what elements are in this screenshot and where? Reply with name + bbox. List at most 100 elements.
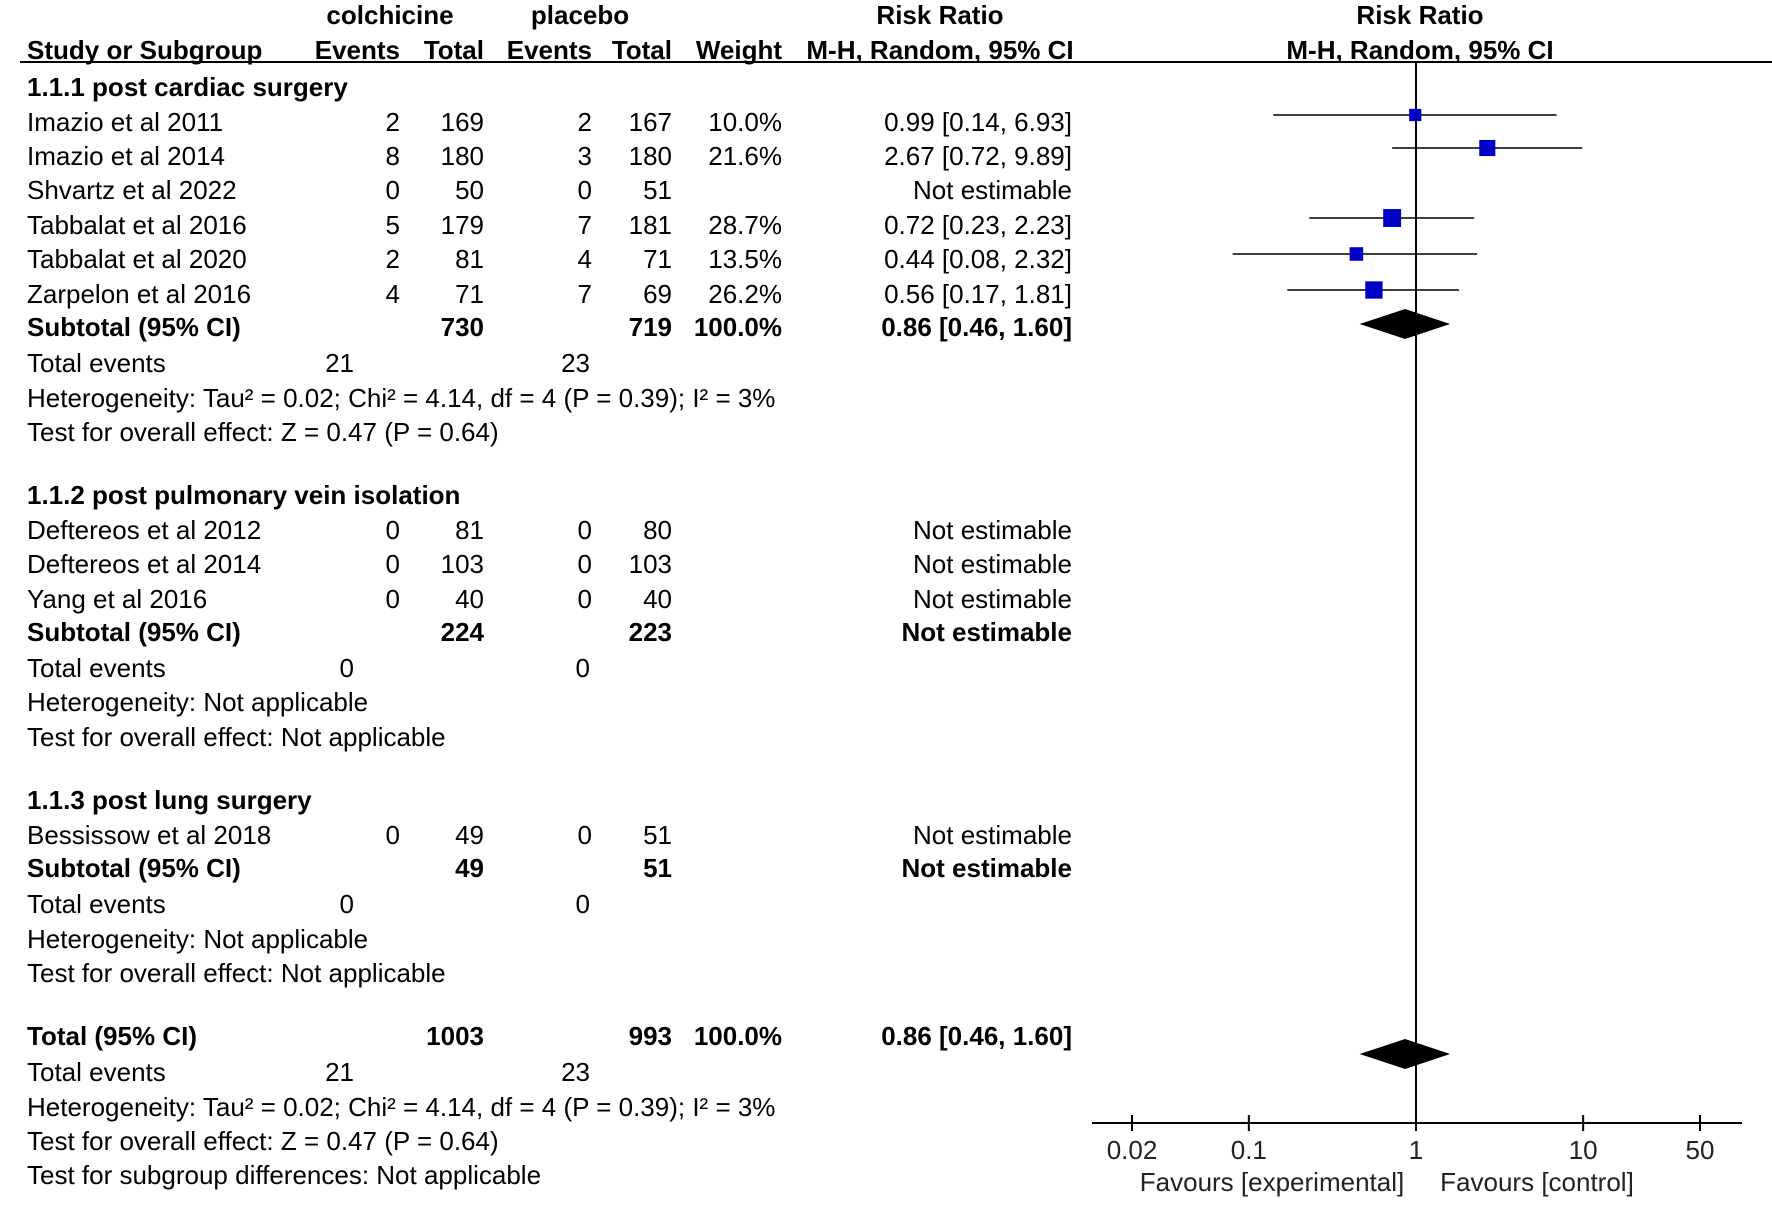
events-control-cell: 0 — [577, 584, 592, 614]
events-control-cell: 7 — [577, 279, 592, 309]
statistics-note: Heterogeneity: Tau² = 0.02; Chi² = 4.14,… — [27, 383, 776, 413]
total-control-cell: 80 — [643, 515, 672, 545]
total-control-cell: 181 — [628, 210, 672, 240]
total-control-cell: 719 — [628, 312, 672, 342]
total-control-cell: 40 — [643, 584, 672, 614]
favours-experimental-label: Favours [experimental] — [1139, 1167, 1405, 1197]
header-risk-ratio: Risk Ratio — [876, 0, 1004, 30]
subgroup-title: 1.1.1 post cardiac surgery — [27, 72, 348, 102]
subgroup-title: 1.1.2 post pulmonary vein isolation — [27, 480, 461, 510]
total-control-cell: 993 — [628, 1021, 672, 1051]
x-tick-label: 0.1 — [1230, 1135, 1267, 1165]
risk-ratio-ci-cell: 0.56 [0.17, 1.81] — [884, 279, 1072, 309]
total-experimental-cell: 169 — [440, 107, 484, 137]
total-experimental-cell: 71 — [455, 279, 484, 309]
header-events-experimental: Events — [314, 35, 400, 65]
header-plot-title: Risk Ratio — [1356, 0, 1484, 30]
total-control-cell: 51 — [643, 820, 672, 850]
effect-square — [1383, 209, 1402, 227]
total-experimental-cell: 224 — [440, 617, 484, 647]
total-events-control: 0 — [575, 653, 590, 683]
effect-square — [1409, 108, 1422, 122]
total-experimental-cell: 49 — [455, 820, 484, 850]
risk-ratio-ci-cell: Not estimable — [901, 853, 1073, 883]
events-experimental-cell: 2 — [385, 107, 400, 137]
study-name: Tabbalat et al 2016 — [27, 210, 247, 240]
events-control-cell: 3 — [577, 141, 592, 171]
events-experimental-cell: 4 — [385, 279, 400, 309]
total-events-control: 0 — [575, 889, 590, 919]
events-control-cell: 4 — [577, 244, 592, 274]
events-control-cell: 0 — [577, 175, 592, 205]
events-experimental-cell: 8 — [385, 141, 400, 171]
weight-cell: 21.6% — [708, 141, 782, 171]
risk-ratio-ci-cell: Not estimable — [913, 820, 1072, 850]
events-experimental-cell: 5 — [385, 210, 400, 240]
weight-cell: 28.7% — [708, 210, 782, 240]
events-control-cell: 0 — [577, 820, 592, 850]
total-control-cell: 69 — [643, 279, 672, 309]
events-experimental-cell: 2 — [385, 244, 400, 274]
statistics-note: Heterogeneity: Tau² = 0.02; Chi² = 4.14,… — [27, 1092, 776, 1122]
total-experimental-cell: 730 — [440, 312, 484, 342]
header-weight: Weight — [695, 35, 782, 65]
x-tick-label: 0.02 — [1106, 1135, 1158, 1165]
total-experimental-cell: 81 — [455, 244, 484, 274]
statistics-note: Test for overall effect: Z = 0.47 (P = 0… — [27, 1126, 499, 1156]
x-tick-label: 10 — [1568, 1135, 1598, 1165]
events-control-cell: 0 — [577, 515, 592, 545]
total-events-experimental: 21 — [325, 1057, 354, 1087]
favours-control-label: Favours [control] — [1440, 1167, 1634, 1197]
header-events-control: Events — [506, 35, 592, 65]
study-name: Yang et al 2016 — [27, 584, 208, 614]
total-events-experimental: 0 — [339, 889, 354, 919]
events-experimental-cell: 0 — [385, 584, 400, 614]
total-experimental-cell: 49 — [455, 853, 484, 883]
events-control-cell: 7 — [577, 210, 592, 240]
total-control-cell: 180 — [628, 141, 672, 171]
events-experimental-cell: 0 — [385, 515, 400, 545]
header-method: M-H, Random, 95% CI — [806, 35, 1074, 65]
statistics-note: Heterogeneity: Not applicable — [27, 924, 369, 954]
total-events-label: Total events — [27, 653, 166, 683]
weight-cell: 100.0% — [693, 1021, 782, 1051]
risk-ratio-ci-cell: Not estimable — [913, 515, 1072, 545]
statistics-note: Test for subgroup differences: Not appli… — [27, 1160, 542, 1190]
events-control-cell: 0 — [577, 549, 592, 579]
study-name: Imazio et al 2011 — [27, 107, 224, 137]
effect-square — [1365, 281, 1383, 299]
risk-ratio-ci-cell: 2.67 [0.72, 9.89] — [884, 141, 1072, 171]
statistics-note: Test for overall effect: Not applicable — [27, 722, 446, 752]
risk-ratio-ci-cell: 0.72 [0.23, 2.23] — [884, 210, 1072, 240]
total-events-control: 23 — [561, 1057, 590, 1087]
study-name: Deftereos et al 2014 — [27, 549, 262, 579]
weight-cell: 13.5% — [708, 244, 782, 274]
header-plot-method: M-H, Random, 95% CI — [1286, 35, 1554, 65]
statistics-note: Test for overall effect: Not applicable — [27, 958, 446, 988]
total-events-experimental: 0 — [339, 653, 354, 683]
subtotal-label: Total (95% CI) — [27, 1021, 197, 1051]
events-experimental-cell: 0 — [385, 549, 400, 579]
x-tick-label: 1 — [1408, 1135, 1424, 1165]
events-experimental-cell: 0 — [385, 175, 400, 205]
weight-cell: 10.0% — [708, 107, 782, 137]
subtotal-label: Subtotal (95% CI) — [27, 312, 241, 342]
study-name: Zarpelon et al 2016 — [27, 279, 252, 309]
effect-square — [1479, 139, 1496, 157]
weight-cell: 26.2% — [708, 279, 782, 309]
total-events-experimental: 21 — [325, 348, 354, 378]
total-control-cell: 71 — [643, 244, 672, 274]
study-name: Bessissow et al 2018 — [27, 820, 272, 850]
risk-ratio-ci-cell: 0.99 [0.14, 6.93] — [884, 107, 1072, 137]
subgroup-title: 1.1.3 post lung surgery — [27, 785, 312, 815]
risk-ratio-ci-cell: 0.86 [0.46, 1.60] — [881, 312, 1072, 342]
header-group-control: placebo — [530, 0, 630, 30]
statistics-note: Test for overall effect: Z = 0.47 (P = 0… — [27, 417, 499, 447]
header-rule — [20, 61, 1772, 63]
total-events-label: Total events — [27, 889, 166, 919]
total-control-cell: 167 — [628, 107, 672, 137]
risk-ratio-ci-cell: Not estimable — [901, 617, 1073, 647]
total-experimental-cell: 179 — [440, 210, 484, 240]
